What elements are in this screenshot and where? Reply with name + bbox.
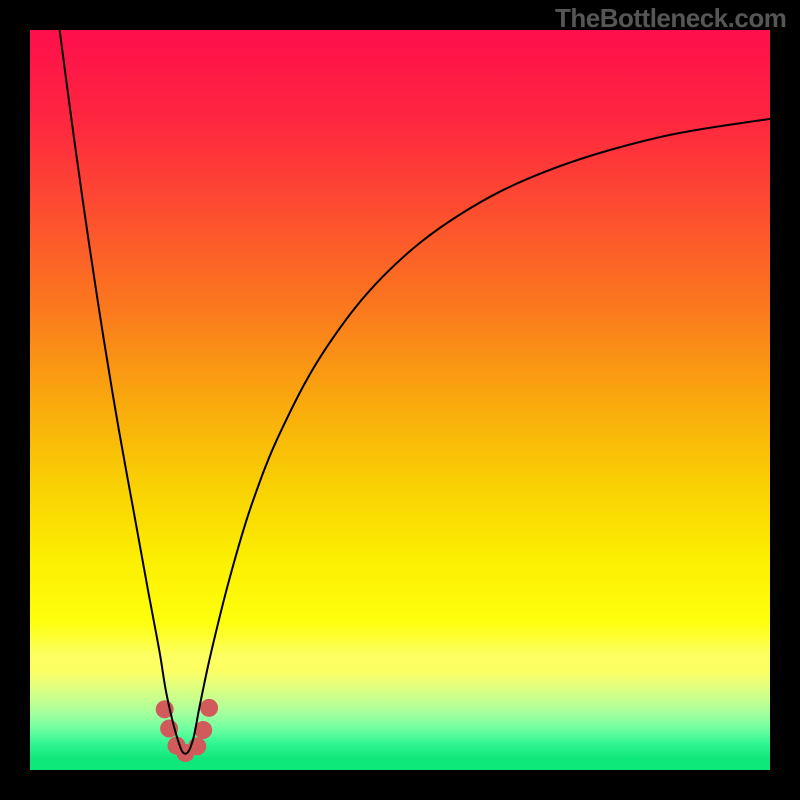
- watermark-text: TheBottleneck.com: [555, 3, 786, 34]
- data-marker: [200, 699, 218, 717]
- frame-border-right: [770, 0, 800, 800]
- bottleneck-chart: [0, 0, 800, 800]
- gradient-background: [30, 30, 770, 770]
- frame-border-bottom: [0, 770, 800, 800]
- frame-border-left: [0, 0, 30, 800]
